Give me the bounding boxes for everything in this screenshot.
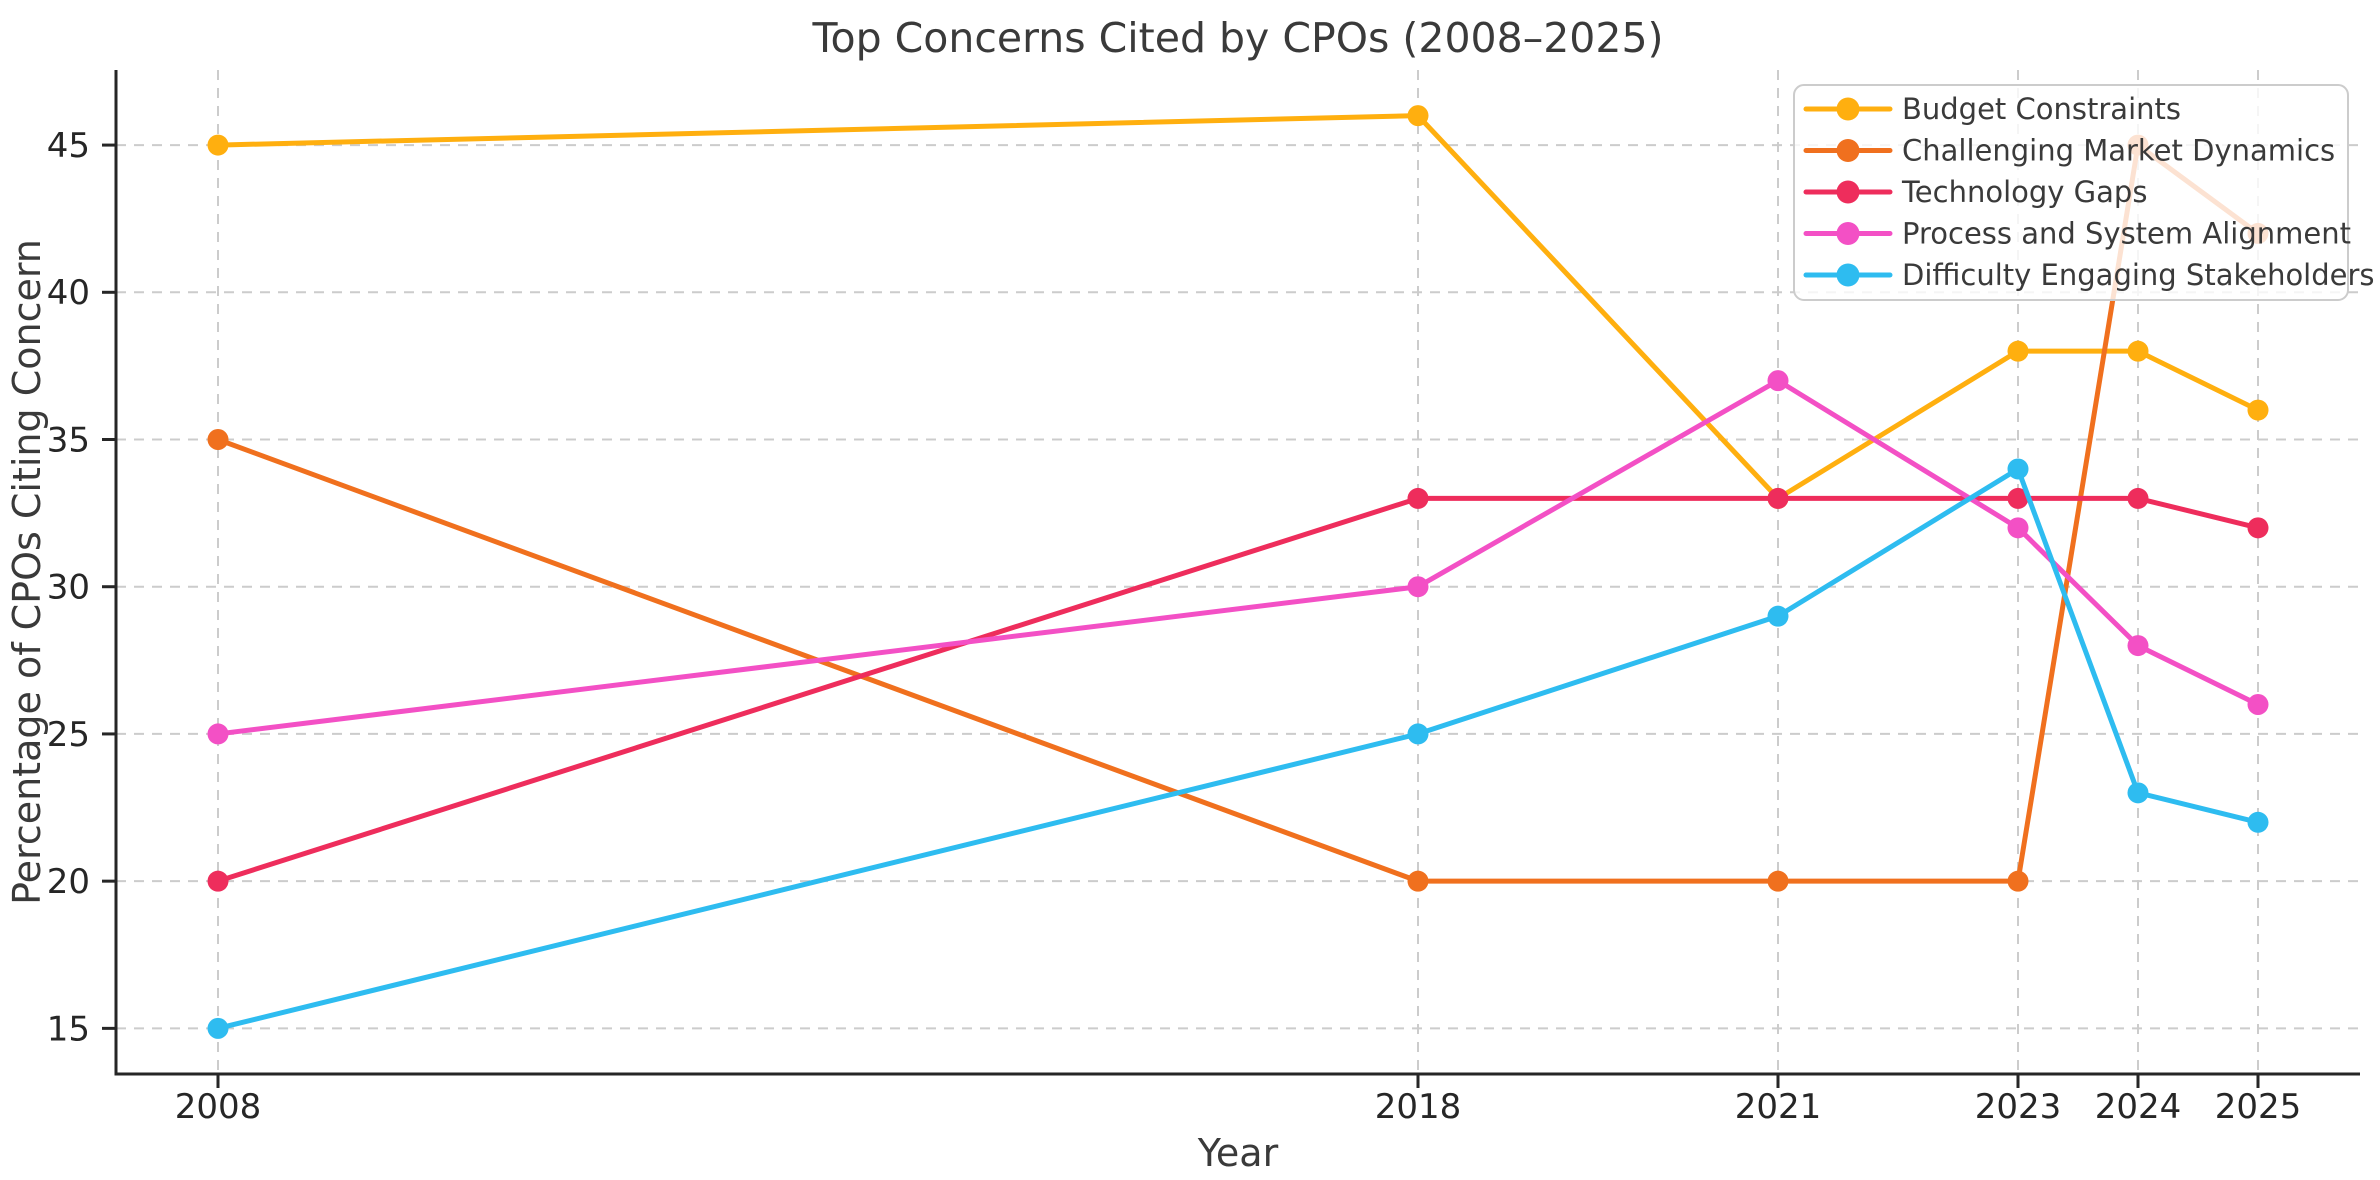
legend: Budget Constraints Challenging Market Dyn… [1793,84,2375,301]
data-point-marker [1767,370,1789,392]
legend-label: Difficulty Engaging Stakeholders [1902,258,2375,292]
series-line-difficulty-engaging-stakeholders [215,466,2261,1031]
data-point-marker [2007,517,2029,539]
data-point-marker [1407,870,1429,892]
x-tick-label: 2008 [175,1087,262,1127]
series-line-budget-constraints [215,113,2261,501]
data-point-marker [2247,517,2269,539]
data-point-marker [2007,458,2029,480]
legend-item-process-and-system-alignment: Process and System Alignment [1803,217,2351,251]
y-tick-label: 35 [47,420,90,460]
data-point-marker [207,134,229,156]
data-point-marker [207,870,229,892]
data-point-marker [207,723,229,745]
data-point-marker [2007,870,2029,892]
axes [102,70,2360,1088]
chart-title: Top Concerns Cited by CPOs (2008–2025) [811,14,1663,62]
legend-marker [1836,97,1860,121]
data-point-marker [2247,811,2269,833]
data-point-marker [2127,487,2149,509]
legend-label: Technology Gaps [1901,175,2147,209]
data-point-marker [1767,487,1789,509]
y-axis-label: Percentage of CPOs Citing Concern [5,239,49,905]
x-tick-label: 2018 [1375,1087,1462,1127]
legend-label: Challenging Market Dynamics [1902,134,2335,168]
axis-spines [114,70,2360,1076]
legend-marker [1836,263,1860,287]
data-point-marker [207,1017,229,1039]
data-point-marker [1407,105,1429,127]
legend-label: Budget Constraints [1902,92,2181,126]
legend-item-difficulty-engaging-stakeholders: Difficulty Engaging Stakeholders [1803,258,2375,292]
x-tick-label: 2021 [1735,1087,1822,1127]
x-tick-label: 2024 [2095,1087,2182,1127]
data-point-marker [2127,782,2149,804]
data-point-marker [2247,693,2269,715]
y-tick-label: 45 [47,126,90,166]
series-technology-gaps [207,487,2269,892]
legend-marker [1836,139,1860,162]
legend-item-technology-gaps: Technology Gaps [1803,175,2147,209]
data-point-marker [2007,340,2029,362]
x-tick-label: 2023 [1975,1087,2062,1127]
y-tick-label: 40 [47,273,90,313]
y-tick-label: 20 [47,862,90,902]
data-point-marker [1407,487,1429,509]
x-axis-label: Year [1197,1131,1279,1175]
legend-marker [1836,222,1860,245]
data-point-marker [1407,576,1429,598]
series-line-process-and-system-alignment [215,378,2261,737]
data-point-marker [2007,487,2029,509]
legend-item-challenging-market-dynamics: Challenging Market Dynamics [1803,134,2335,168]
legend-item-budget-constraints: Budget Constraints [1803,92,2181,126]
x-tick-labels: 2008 2018 2021 2023 2024 2025 [175,1087,2302,1127]
series-line-technology-gaps [215,495,2261,884]
data-point-marker [1767,605,1789,627]
data-point-marker [2127,340,2149,362]
x-tick-label: 2025 [2215,1087,2302,1127]
data-point-marker [1407,723,1429,745]
data-point-marker [2127,635,2149,657]
y-tick-label: 15 [47,1009,90,1049]
series-difficulty-engaging-stakeholders [207,458,2269,1039]
y-tick-label: 25 [47,715,90,755]
legend-box [1793,84,2349,301]
data-point-marker [207,429,229,451]
series-process-and-system-alignment [207,370,2269,745]
data-point-marker [1767,870,1789,892]
legend-marker [1836,180,1860,204]
y-tick-label: 30 [47,568,90,608]
legend-label: Process and System Alignment [1902,217,2351,251]
data-point-marker [2247,399,2269,421]
y-tick-labels: 15 20 25 30 35 40 45 [47,126,90,1049]
